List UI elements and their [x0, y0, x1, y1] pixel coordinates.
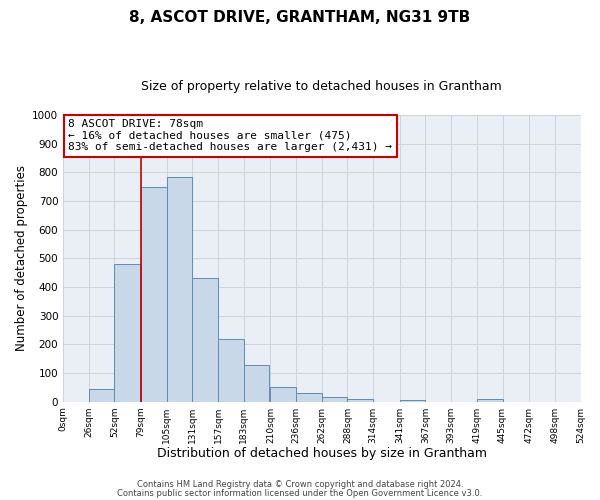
Text: 8 ASCOT DRIVE: 78sqm
← 16% of detached houses are smaller (475)
83% of semi-deta: 8 ASCOT DRIVE: 78sqm ← 16% of detached h… [68, 120, 392, 152]
Bar [296, 393, 322, 402]
Bar [115, 264, 140, 402]
Title: Size of property relative to detached houses in Grantham: Size of property relative to detached ho… [142, 80, 502, 93]
Bar [400, 400, 425, 402]
Text: 8, ASCOT DRIVE, GRANTHAM, NG31 9TB: 8, ASCOT DRIVE, GRANTHAM, NG31 9TB [130, 10, 470, 25]
Bar [141, 186, 167, 402]
Bar [244, 365, 269, 402]
Bar [322, 398, 347, 402]
Bar [347, 398, 373, 402]
Bar [218, 339, 244, 402]
Bar [271, 386, 296, 402]
Bar [193, 278, 218, 402]
Y-axis label: Number of detached properties: Number of detached properties [15, 166, 28, 352]
Text: Contains HM Land Registry data © Crown copyright and database right 2024.: Contains HM Land Registry data © Crown c… [137, 480, 463, 489]
X-axis label: Distribution of detached houses by size in Grantham: Distribution of detached houses by size … [157, 447, 487, 460]
Text: Contains public sector information licensed under the Open Government Licence v3: Contains public sector information licen… [118, 488, 482, 498]
Bar [167, 176, 193, 402]
Bar [89, 388, 115, 402]
Bar [477, 398, 503, 402]
